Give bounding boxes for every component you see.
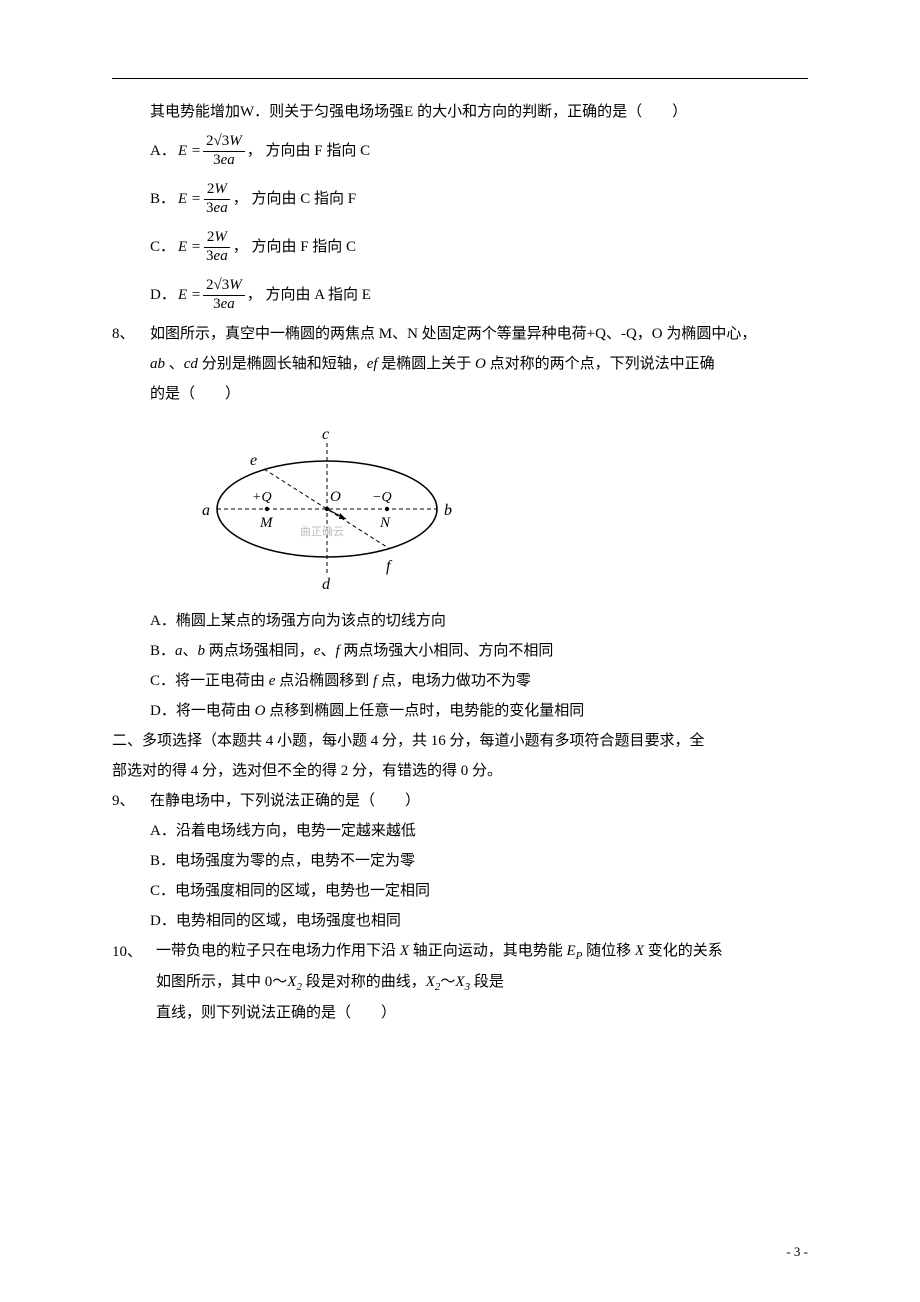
- header-rule: [112, 78, 808, 79]
- q9-opt-a: A．沿着电场线方向，电势一定越来越低: [112, 816, 808, 846]
- q7-opt-c: C． E = 2W 3ea ， 方向由 F 指向 C: [112, 223, 808, 271]
- opt-letter: B．: [150, 184, 178, 214]
- frac-den: 3ea: [206, 248, 228, 264]
- q8-stem-2: ab 、cdab 、cd 分别是椭圆长轴和短轴，ef 是椭圆上关于 O 点对称的…: [112, 349, 808, 379]
- q8-stem-1: 如图所示，真空中一椭圆的两焦点 M、N 处固定两个等量异种电荷+Q、-Q，O 为…: [150, 319, 756, 349]
- q9-stem: 9、 在静电场中，下列说法正确的是（ ）: [112, 786, 808, 816]
- label-c: c: [322, 426, 329, 443]
- fraction: 2√3W 3ea: [203, 134, 245, 169]
- label-e: e: [250, 452, 257, 469]
- frac-den: 3ea: [213, 152, 235, 168]
- q7-opt-b: B． E = 2W 3ea ， 方向由 C 指向 F: [112, 175, 808, 223]
- frac-den: 3ea: [206, 200, 228, 216]
- watermark: 曲正确云: [300, 525, 344, 538]
- ellipse-diagram: a b c d e f +Q −Q M N O 曲正确云: [172, 419, 472, 589]
- label-d: d: [322, 576, 331, 589]
- q8-stem-3: 的是（ ）: [112, 379, 808, 409]
- label-m: M: [259, 515, 274, 531]
- eq-lhs: E =: [178, 184, 201, 214]
- fraction: 2W 3ea: [203, 182, 231, 217]
- q9-opt-d: D．电势相同的区域，电场强度也相同: [112, 906, 808, 936]
- q10-l3: 直线，则下列说法正确的是（ ）: [112, 998, 808, 1028]
- frac-den: 3ea: [213, 296, 235, 312]
- q10-l1: 10、 一带负电的粒子只在电场力作用下沿 X 轴正向运动，其电势能 EP 随位移…: [112, 936, 808, 967]
- q8-opt-c: C．将一正电荷由 e 点沿椭圆移到 f 点，电场力做功不为零: [112, 666, 808, 696]
- opt-text: ， 方向由 F 指向 C: [233, 232, 356, 262]
- label-f: f: [386, 558, 393, 575]
- q8-opt-b: B．a、b 两点场强相同，e、f 两点场强大小相同、方向不相同: [112, 636, 808, 666]
- opt-letter: C．: [150, 232, 178, 262]
- frac-num: 2W: [207, 229, 227, 245]
- q8-line1: 8、 如图所示，真空中一椭圆的两焦点 M、N 处固定两个等量异种电荷+Q、-Q，…: [112, 319, 808, 349]
- opt-text: ， 方向由 C 指向 F: [233, 184, 356, 214]
- label-b: b: [444, 502, 452, 519]
- opt-text: ， 方向由 A 指向 E: [247, 280, 371, 310]
- q10-text: 一带负电的粒子只在电场力作用下沿 X 轴正向运动，其电势能 EP 随位移 X 变…: [156, 936, 723, 967]
- section2-l1: 二、多项选择（本题共 4 小题，每小题 4 分，共 16 分，每道小题有多项符合…: [112, 726, 808, 756]
- opt-letter: D．: [150, 280, 178, 310]
- eq-lhs: E =: [178, 136, 201, 166]
- opt-letter: A．: [150, 136, 178, 166]
- q-number: 9、: [112, 786, 150, 816]
- label-a: a: [202, 502, 210, 519]
- q-number: 10、: [112, 937, 156, 967]
- q9-opt-c: C．电场强度相同的区域，电势也一定相同: [112, 876, 808, 906]
- q7-tail: 其电势能增加W．则关于匀强电场场强E 的大小和方向的判断，正确的是（ ）: [112, 97, 808, 127]
- opt-text: ， 方向由 F 指向 C: [247, 136, 370, 166]
- q9-text: 在静电场中，下列说法正确的是（ ）: [150, 786, 420, 816]
- fraction: 2W 3ea: [203, 230, 231, 265]
- frac-num: 2√3W: [206, 133, 242, 149]
- eq-lhs: E =: [178, 232, 201, 262]
- q8-figure: a b c d e f +Q −Q M N O 曲正确云: [112, 409, 808, 606]
- q7-opt-d: D． E = 2√3W 3ea ， 方向由 A 指向 E: [112, 271, 808, 319]
- label-n: N: [379, 515, 391, 531]
- point-n: [385, 507, 389, 511]
- label-minus-q: −Q: [372, 490, 392, 505]
- q10-l2: 如图所示，其中 0～X2 段是对称的曲线，X2～X3 段是: [112, 967, 808, 998]
- q7-opt-a: A． E = 2√3W 3ea ， 方向由 F 指向 C: [112, 127, 808, 175]
- label-o: O: [330, 489, 341, 505]
- eq-lhs: E =: [178, 280, 201, 310]
- label-plus-q: +Q: [252, 490, 272, 505]
- point-m: [265, 507, 269, 511]
- frac-num: 2W: [207, 181, 227, 197]
- frac-num: 2√3W: [206, 277, 242, 293]
- section2-l2: 部选对的得 4 分，选对但不全的得 2 分，有错选的得 0 分。: [112, 756, 808, 786]
- q8-opt-d: D．将一电荷由 O 点移到椭圆上任意一点时，电势能的变化量相同: [112, 696, 808, 726]
- arrow-head: [339, 513, 346, 519]
- page-root: 其电势能增加W．则关于匀强电场场强E 的大小和方向的判断，正确的是（ ） A． …: [0, 0, 920, 1028]
- q8-opt-a: A．椭圆上某点的场强方向为该点的切线方向: [112, 606, 808, 636]
- page-number: - 3 -: [786, 1244, 808, 1260]
- q-number: 8、: [112, 319, 150, 349]
- fraction: 2√3W 3ea: [203, 278, 245, 313]
- q9-opt-b: B．电场强度为零的点，电势不一定为零: [112, 846, 808, 876]
